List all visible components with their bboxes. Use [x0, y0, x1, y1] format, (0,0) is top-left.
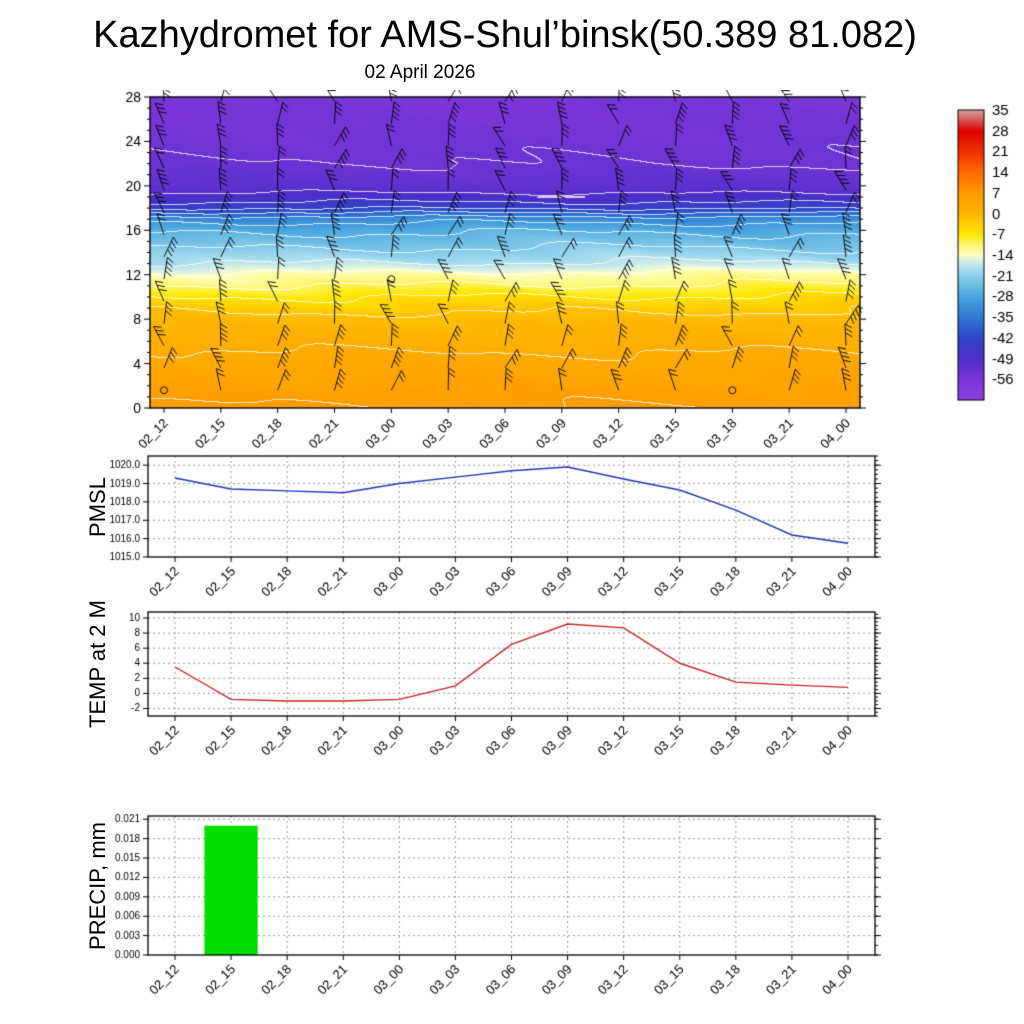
- precip-chart-canvas: [88, 806, 898, 1006]
- colorbar-canvas: [948, 100, 1024, 430]
- pmsl-chart-canvas: [88, 446, 898, 601]
- cross-section-canvas: [90, 90, 890, 455]
- page-title: Kazhydromet for AMS-Shul’binsk(50.389 81…: [93, 14, 917, 56]
- temp-chart-canvas: [88, 602, 898, 762]
- chart-date-subtitle: 02 April 2026: [364, 62, 476, 83]
